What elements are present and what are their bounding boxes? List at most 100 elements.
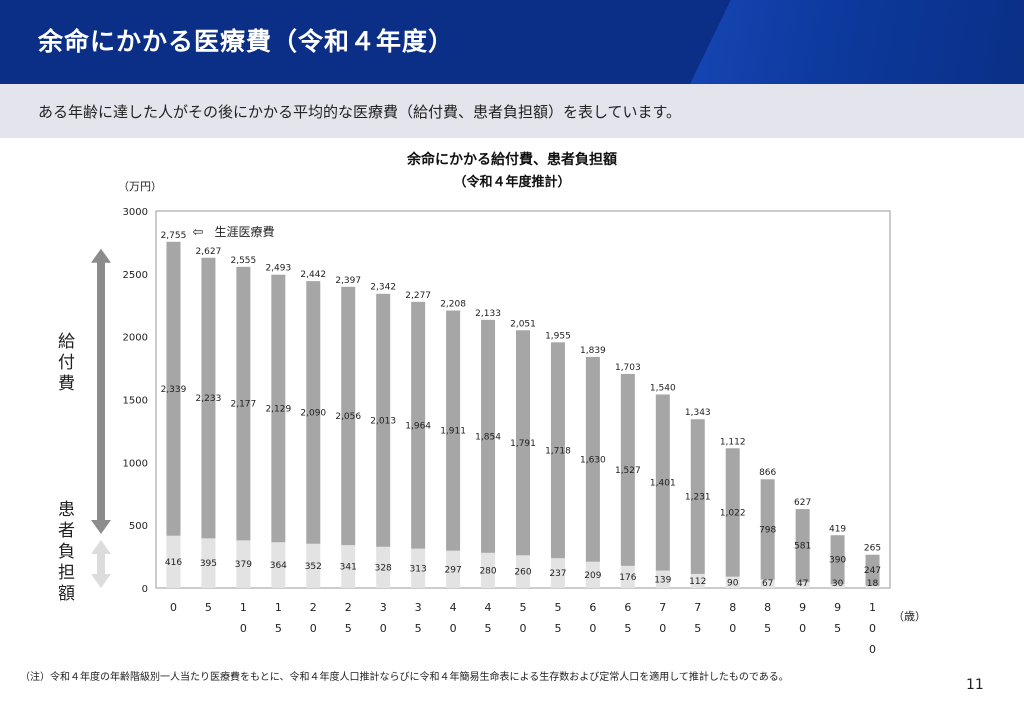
- patient-value-label: 328: [375, 563, 392, 573]
- patient-value-label: 67: [762, 579, 773, 589]
- benefit-value-label: 2,129: [265, 404, 291, 414]
- bar-benefit: [795, 509, 810, 583]
- benefit-arrow-head-up: [91, 248, 111, 263]
- total-value-label: 1,703: [615, 363, 641, 373]
- patient-arrow-shaft: [97, 551, 105, 576]
- total-value-label: 1,540: [650, 383, 676, 393]
- total-value-label: 2,133: [475, 309, 501, 319]
- bar-benefit: [376, 293, 391, 547]
- bar-patient-burden: [690, 573, 705, 588]
- y-tick-label: 2000: [123, 333, 148, 344]
- patient-value-label: 90: [727, 578, 739, 588]
- footnote: （注）令和４年度の年齢階級別一人当たり医療費をもとに、令和４年度人口推計ならびに…: [20, 672, 789, 683]
- benefit-value-label: 1,630: [580, 455, 606, 465]
- bar-patient-burden: [655, 570, 670, 588]
- patient-value-label: 341: [340, 563, 357, 573]
- header-decoration: [690, 0, 1024, 84]
- x-tick-label: 4: [450, 601, 457, 614]
- bar-benefit: [725, 448, 740, 577]
- x-tick-label: 5: [554, 601, 561, 614]
- patient-value-label: 176: [619, 573, 636, 583]
- bar-patient-burden: [865, 585, 880, 588]
- bar-patient-burden: [446, 550, 461, 588]
- x-tick-label: 5: [205, 601, 212, 614]
- x-tick-label: 7: [659, 601, 666, 614]
- bar-benefit: [271, 274, 286, 543]
- benefit-arrow-head-down: [91, 519, 111, 534]
- chart-subtitle: （令和４年度推計）: [453, 174, 570, 190]
- patient-arrow-head-down: [91, 574, 111, 588]
- medical-cost-chart: 余命にかかる給付費、患者負担額（令和４年度推計）（万円）（歳）050010001…: [91, 151, 926, 656]
- benefit-value-label: 1,401: [650, 479, 676, 489]
- x-tick-label: 0: [589, 622, 596, 635]
- patient-value-label: 30: [832, 579, 844, 589]
- bar-patient-burden: [516, 555, 530, 588]
- x-tick-label: 0: [659, 622, 666, 635]
- bar-patient-burden: [725, 576, 740, 588]
- annotation-lifetime-cost: 生涯医療費: [214, 224, 274, 239]
- patient-value-label: 379: [235, 560, 252, 570]
- bar-patient-burden: [760, 579, 775, 588]
- bar-patient-burden: [236, 540, 251, 588]
- total-value-label: 1,955: [545, 331, 571, 341]
- benefit-value-label: 1,911: [440, 427, 466, 437]
- y-tick-label: 1000: [123, 458, 148, 469]
- x-tick-label: 0: [729, 622, 736, 635]
- total-value-label: 1,839: [580, 346, 606, 356]
- total-value-label: 2,342: [370, 283, 396, 293]
- benefit-value-label: 581: [794, 542, 811, 552]
- x-tick-label: 1: [275, 601, 282, 614]
- bar-benefit: [236, 266, 251, 541]
- annotation-arrow-icon: ⇦: [192, 225, 203, 240]
- x-tick-label: 5: [275, 622, 282, 635]
- total-value-label: 1,112: [720, 437, 746, 447]
- total-value-label: 2,555: [230, 256, 256, 266]
- total-value-label: 2,493: [265, 264, 291, 274]
- patient-value-label: 260: [514, 568, 531, 578]
- benefit-value-label: 1,022: [720, 508, 746, 518]
- bar-patient-burden: [411, 548, 426, 588]
- benefit-value-label: 2,233: [196, 394, 222, 404]
- bar-benefit: [830, 535, 845, 585]
- bar-benefit: [655, 394, 670, 571]
- y-axis-unit-label: （万円）: [118, 180, 162, 193]
- x-tick-label: 2: [345, 601, 352, 614]
- bar-benefit: [516, 330, 530, 556]
- bar-patient-burden: [481, 552, 496, 588]
- x-tick-label: 7: [694, 601, 701, 614]
- benefit-value-label: 2,090: [300, 408, 326, 418]
- total-value-label: 2,627: [196, 247, 222, 257]
- y-tick-label: 2500: [123, 270, 148, 281]
- x-tick-label: 6: [624, 601, 631, 614]
- y-tick-label: 3000: [123, 207, 148, 218]
- x-tick-label: 0: [310, 622, 317, 635]
- bar-patient-burden: [166, 535, 181, 588]
- bar-benefit: [201, 257, 216, 539]
- bar-patient-burden: [376, 546, 391, 588]
- y-tick-label: 500: [129, 521, 148, 532]
- bar-patient-burden: [550, 558, 565, 588]
- bar-benefit: [166, 241, 181, 536]
- benefit-value-label: 390: [829, 556, 846, 566]
- x-tick-label: 8: [729, 601, 736, 614]
- side-label-benefit: 給付費: [54, 332, 74, 395]
- x-tick-label: 0: [520, 622, 527, 635]
- x-tick-label: 0: [450, 622, 457, 635]
- y-tick-label: 0: [142, 584, 148, 595]
- patient-value-label: 297: [445, 565, 462, 575]
- benefit-arrow-shaft: [97, 260, 105, 522]
- x-tick-label: 6: [589, 601, 596, 614]
- benefit-value-label: 2,339: [161, 385, 187, 395]
- x-tick-label: 0: [240, 622, 247, 635]
- bar-benefit: [865, 554, 880, 586]
- total-value-label: 866: [759, 468, 776, 478]
- bar-benefit: [550, 342, 565, 559]
- x-tick-label: 0: [799, 622, 806, 635]
- benefit-value-label: 1,527: [615, 466, 641, 476]
- total-value-label: 419: [829, 524, 846, 534]
- bar-patient-burden: [306, 543, 321, 588]
- benefit-value-label: 247: [864, 566, 881, 576]
- x-tick-label: 3: [380, 601, 387, 614]
- x-tick-label: 0: [170, 601, 177, 614]
- bar-patient-burden: [271, 542, 286, 588]
